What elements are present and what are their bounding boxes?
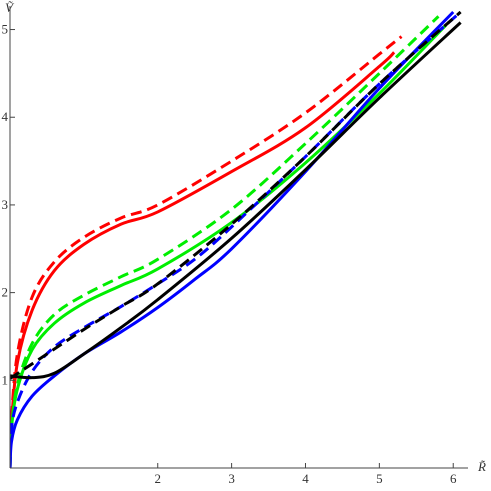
y-axis-label: Ṽ (5, 0, 15, 15)
x-tick-label: 5 (376, 471, 383, 486)
series-line-3 (10, 15, 440, 468)
x-axis-label: R̃ (477, 459, 486, 474)
y-tick-label: 4 (2, 109, 9, 124)
x-tick-label: 6 (450, 471, 457, 486)
x-tick-label: 4 (302, 471, 309, 486)
x-tick-label: 2 (154, 471, 161, 486)
series-line-1 (10, 35, 403, 468)
series-line-7 (10, 10, 462, 380)
series-line-5 (10, 10, 462, 468)
series-line-2 (10, 24, 447, 468)
y-tick-label: 2 (2, 285, 9, 300)
y-tick-label: 3 (2, 197, 9, 212)
x-tick-label: 3 (228, 471, 235, 486)
tick-layer: 2 3 4 5 6 1 2 3 4 5 (2, 22, 457, 486)
y-tick-label: 5 (2, 22, 9, 37)
y-tick-label: 1 (2, 372, 9, 387)
series-line-6 (10, 21, 462, 380)
series-layer (10, 10, 462, 468)
